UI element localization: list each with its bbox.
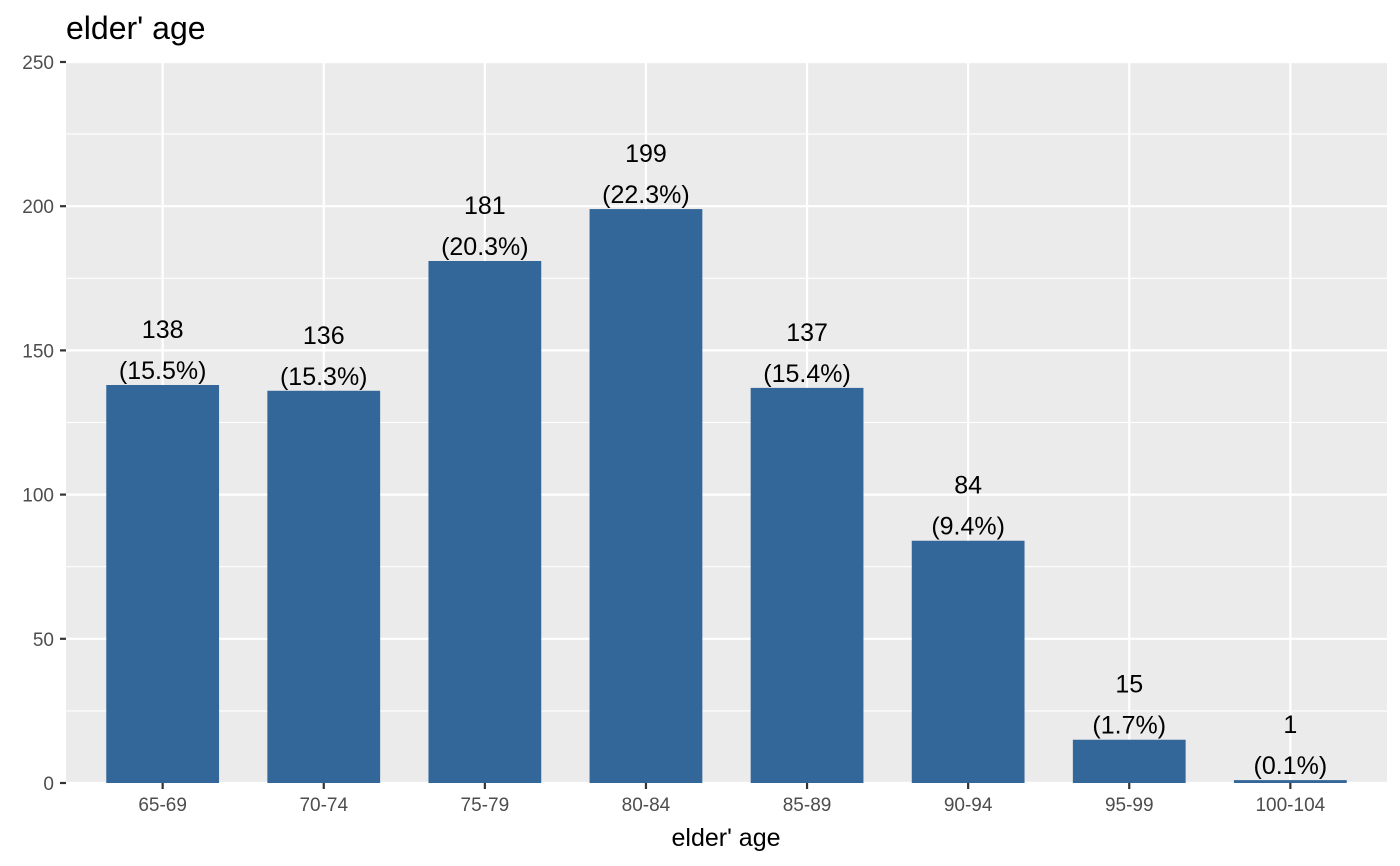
bar-95-99 — [1072, 739, 1186, 783]
bar-75-79 — [428, 260, 542, 784]
y-tick-label: 200 — [22, 197, 54, 218]
data-label-percent: (15.4%) — [763, 360, 851, 388]
bar-80-84 — [589, 209, 703, 784]
data-label-percent: (20.3%) — [441, 233, 529, 261]
y-tick-label: 50 — [33, 630, 54, 651]
data-label-count: 136 — [303, 322, 345, 350]
data-label-percent: (15.3%) — [280, 363, 368, 391]
x-axis: 65-69 70-74 75-79 80-84 85-89 90-94 95-99 100-1… — [138, 783, 1326, 816]
x-tick-label: 70-74 — [299, 795, 348, 816]
bar-90-94 — [911, 540, 1025, 783]
y-axis: 0 50 100 150 200 250 — [22, 53, 66, 795]
data-label-count: 199 — [625, 140, 667, 168]
y-tick-label: 150 — [22, 341, 54, 362]
data-label-count: 137 — [786, 319, 828, 347]
bar-85-89 — [750, 387, 864, 783]
x-tick-label: 80-84 — [622, 795, 671, 816]
data-label-count: 138 — [142, 316, 184, 344]
data-label-percent: (1.7%) — [1092, 712, 1166, 740]
y-tick-label: 0 — [43, 774, 54, 795]
data-label-count: 1 — [1283, 711, 1297, 739]
data-label-percent: (22.3%) — [602, 181, 690, 209]
data-label-count: 181 — [464, 192, 506, 220]
bar-70-74 — [267, 390, 381, 783]
x-tick-label: 90-94 — [944, 795, 993, 816]
x-tick-label: 85-89 — [783, 795, 832, 816]
data-label-percent: (15.5%) — [119, 357, 207, 385]
x-tick-label: 95-99 — [1105, 795, 1154, 816]
data-labels: 138 (15.5%) 136 (15.3%) 181 (20.3%) 199 (22.3%)… — [119, 140, 1327, 780]
bar-100-104 — [1233, 780, 1347, 783]
data-label-count: 84 — [954, 472, 982, 500]
x-tick-label: 100-104 — [1255, 795, 1325, 816]
bars — [106, 209, 1347, 784]
chart-title: elder' age — [66, 10, 206, 46]
y-tick-label: 250 — [22, 53, 54, 74]
data-label-count: 15 — [1115, 671, 1143, 699]
bar-65-69 — [106, 385, 220, 783]
x-tick-label: 65-69 — [138, 795, 187, 816]
data-label-percent: (0.1%) — [1254, 752, 1328, 780]
x-axis-title: elder' age — [671, 824, 780, 852]
x-tick-label: 75-79 — [461, 795, 510, 816]
y-tick-label: 100 — [22, 486, 54, 507]
data-label-percent: (9.4%) — [931, 513, 1005, 541]
